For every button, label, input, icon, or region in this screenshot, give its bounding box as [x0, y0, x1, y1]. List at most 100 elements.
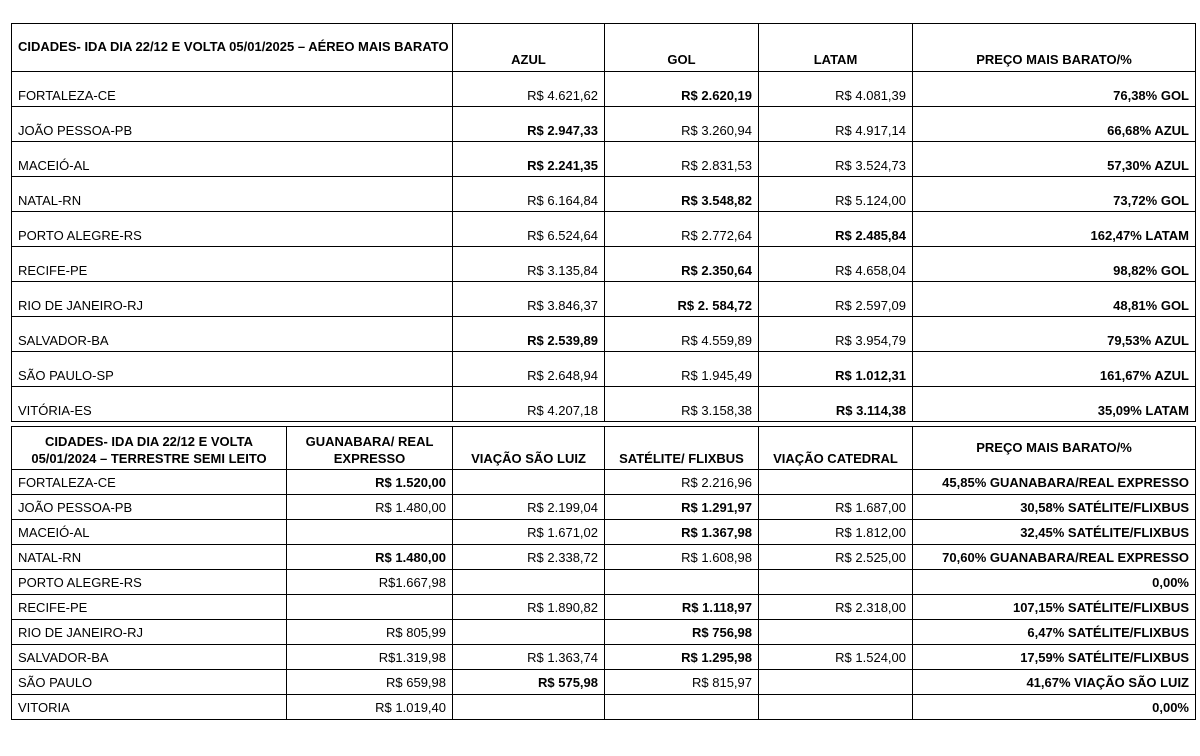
cheapest-cell: 30,58% SATÉLITE/FLIXBUS: [912, 494, 1196, 520]
latam-price-cell: R$ 1.012,31: [758, 351, 913, 387]
guanabara-price-cell: R$1.667,98: [286, 569, 453, 595]
city-cell: JOÃO PESSOA-PB: [11, 494, 287, 520]
table-row: FORTALEZA-CE R$ 1.520,00 R$ 2.216,96 45,85%…: [11, 469, 1196, 495]
latam-price-cell: R$ 4.917,14: [758, 106, 913, 142]
sao-luiz-price-cell: [452, 469, 605, 495]
latam-price-cell: R$ 2.485,84: [758, 211, 913, 247]
guanabara-price-cell: R$ 659,98: [286, 669, 453, 695]
city-cell: NATAL-RN: [11, 176, 453, 212]
table-row: SÃO PAULO R$ 659,98 R$ 575,98 R$ 815,97 41,6…: [11, 669, 1196, 695]
cheapest-cell: 41,67% VIAÇÃO SÃO LUIZ: [912, 669, 1196, 695]
azul-price-cell: R$ 3.846,37: [452, 281, 605, 317]
city-cell: RIO DE JANEIRO-RJ: [11, 619, 287, 645]
gol-price-cell: R$ 3.548,82: [604, 176, 759, 212]
table-row: RECIFE-PE R$ 3.135,84 R$ 2.350,64 R$ 4.658,…: [11, 246, 1196, 282]
city-cell: MACEIÓ-AL: [11, 519, 287, 545]
satelite-price-cell: R$ 1.295,98: [604, 644, 759, 670]
azul-price-cell: R$ 2.947,33: [452, 106, 605, 142]
table-row: MACEIÓ-AL R$ 2.241,35 R$ 2.831,53 R$ 3.524,…: [11, 141, 1196, 177]
satelite-price-cell: R$ 1.118,97: [604, 594, 759, 620]
city-cell: SÃO PAULO-SP: [11, 351, 453, 387]
header-catedral: VIAÇÃO CATEDRAL: [758, 426, 913, 470]
catedral-price-cell: [758, 619, 913, 645]
city-cell: PORTO ALEGRE-RS: [11, 211, 453, 247]
catedral-price-cell: [758, 669, 913, 695]
guanabara-price-cell: [286, 519, 453, 545]
satelite-price-cell: R$ 756,98: [604, 619, 759, 645]
latam-price-cell: R$ 4.081,39: [758, 71, 913, 107]
satelite-price-cell: [604, 694, 759, 720]
latam-price-cell: R$ 4.658,04: [758, 246, 913, 282]
table-row: VITORIA R$ 1.019,40 0,00%: [11, 694, 1196, 720]
cheapest-cell: 0,00%: [912, 694, 1196, 720]
city-cell: MACEIÓ-AL: [11, 141, 453, 177]
azul-price-cell: R$ 6.524,64: [452, 211, 605, 247]
header-row: CIDADES- IDA DIA 22/12 E VOLTA 05/01/202…: [11, 23, 1196, 72]
sao-luiz-price-cell: R$ 1.363,74: [452, 644, 605, 670]
city-cell: RIO DE JANEIRO-RJ: [11, 281, 453, 317]
azul-price-cell: R$ 4.207,18: [452, 386, 605, 422]
satelite-price-cell: R$ 1.291,97: [604, 494, 759, 520]
cheapest-cell: 48,81% GOL: [912, 281, 1196, 317]
satelite-price-cell: R$ 1.608,98: [604, 544, 759, 570]
guanabara-price-cell: R$ 1.480,00: [286, 494, 453, 520]
cheapest-cell: 73,72% GOL: [912, 176, 1196, 212]
sao-luiz-price-cell: R$ 575,98: [452, 669, 605, 695]
latam-price-cell: R$ 3.954,79: [758, 316, 913, 352]
city-cell: SALVADOR-BA: [11, 644, 287, 670]
satelite-price-cell: R$ 1.367,98: [604, 519, 759, 545]
header-sao-luiz: VIAÇÃO SÃO LUIZ: [452, 426, 605, 470]
table-row: SALVADOR-BA R$ 2.539,89 R$ 4.559,89 R$ 3.95…: [11, 316, 1196, 352]
catedral-price-cell: R$ 1.687,00: [758, 494, 913, 520]
guanabara-price-cell: R$ 1.019,40: [286, 694, 453, 720]
table-row: JOÃO PESSOA-PB R$ 2.947,33 R$ 3.260,94 R$ 4…: [11, 106, 1196, 142]
header-azul: AZUL: [452, 23, 605, 72]
cheapest-cell: 57,30% AZUL: [912, 141, 1196, 177]
gol-price-cell: R$ 3.158,38: [604, 386, 759, 422]
table-row: SÃO PAULO-SP R$ 2.648,94 R$ 1.945,49 R$ 1.0…: [11, 351, 1196, 387]
cheapest-cell: 76,38% GOL: [912, 71, 1196, 107]
guanabara-price-cell: R$ 805,99: [286, 619, 453, 645]
catedral-price-cell: R$ 2.318,00: [758, 594, 913, 620]
header-gol: GOL: [604, 23, 759, 72]
table-row: NATAL-RN R$ 6.164,84 R$ 3.548,82 R$ 5.124,0…: [11, 176, 1196, 212]
city-cell: RECIFE-PE: [11, 594, 287, 620]
satelite-price-cell: [604, 569, 759, 595]
header-satelite: SATÉLITE/ FLIXBUS: [604, 426, 759, 470]
table-row: MACEIÓ-AL R$ 1.671,02 R$ 1.367,98 R$ 1.812,…: [11, 519, 1196, 545]
city-cell: JOÃO PESSOA-PB: [11, 106, 453, 142]
gol-price-cell: R$ 2.620,19: [604, 71, 759, 107]
city-cell: PORTO ALEGRE-RS: [11, 569, 287, 595]
satelite-price-cell: R$ 815,97: [604, 669, 759, 695]
cheapest-cell: 107,15% SATÉLITE/FLIXBUS: [912, 594, 1196, 620]
gol-price-cell: R$ 3.260,94: [604, 106, 759, 142]
guanabara-price-cell: R$1.319,98: [286, 644, 453, 670]
gol-price-cell: R$ 2.831,53: [604, 141, 759, 177]
latam-price-cell: R$ 5.124,00: [758, 176, 913, 212]
cheapest-cell: 79,53% AZUL: [912, 316, 1196, 352]
sao-luiz-price-cell: [452, 694, 605, 720]
cheapest-cell: 0,00%: [912, 569, 1196, 595]
cheapest-cell: 162,47% LATAM: [912, 211, 1196, 247]
gol-price-cell: R$ 4.559,89: [604, 316, 759, 352]
catedral-price-cell: [758, 694, 913, 720]
gol-price-cell: R$ 2.772,64: [604, 211, 759, 247]
sao-luiz-price-cell: R$ 2.338,72: [452, 544, 605, 570]
catedral-price-cell: R$ 1.812,00: [758, 519, 913, 545]
cheapest-cell: 17,59% SATÉLITE/FLIXBUS: [912, 644, 1196, 670]
azul-price-cell: R$ 2.539,89: [452, 316, 605, 352]
cheapest-cell: 161,67% AZUL: [912, 351, 1196, 387]
table-row: RIO DE JANEIRO-RJ R$ 3.846,37 R$ 2. 584,72…: [11, 281, 1196, 317]
air-fare-table: CIDADES- IDA DIA 22/12 E VOLTA 05/01/202…: [11, 23, 1196, 422]
table-row: SALVADOR-BA R$1.319,98 R$ 1.363,74 R$ 1.295…: [11, 644, 1196, 670]
header-cities: CIDADES- IDA DIA 22/12 E VOLTA 05/01/202…: [11, 23, 453, 72]
satelite-price-cell: R$ 2.216,96: [604, 469, 759, 495]
table-row: PORTO ALEGRE-RS R$ 6.524,64 R$ 2.772,64 R$ …: [11, 211, 1196, 247]
table-row: FORTALEZA-CE R$ 4.621,62 R$ 2.620,19 R$ 4.0…: [11, 71, 1196, 107]
latam-price-cell: R$ 2.597,09: [758, 281, 913, 317]
city-cell: RECIFE-PE: [11, 246, 453, 282]
bus-fare-table: CIDADES- IDA DIA 22/12 E VOLTA 05/01/202…: [11, 426, 1196, 720]
header-latam: LATAM: [758, 23, 913, 72]
catedral-price-cell: [758, 469, 913, 495]
city-cell: FORTALEZA-CE: [11, 469, 287, 495]
